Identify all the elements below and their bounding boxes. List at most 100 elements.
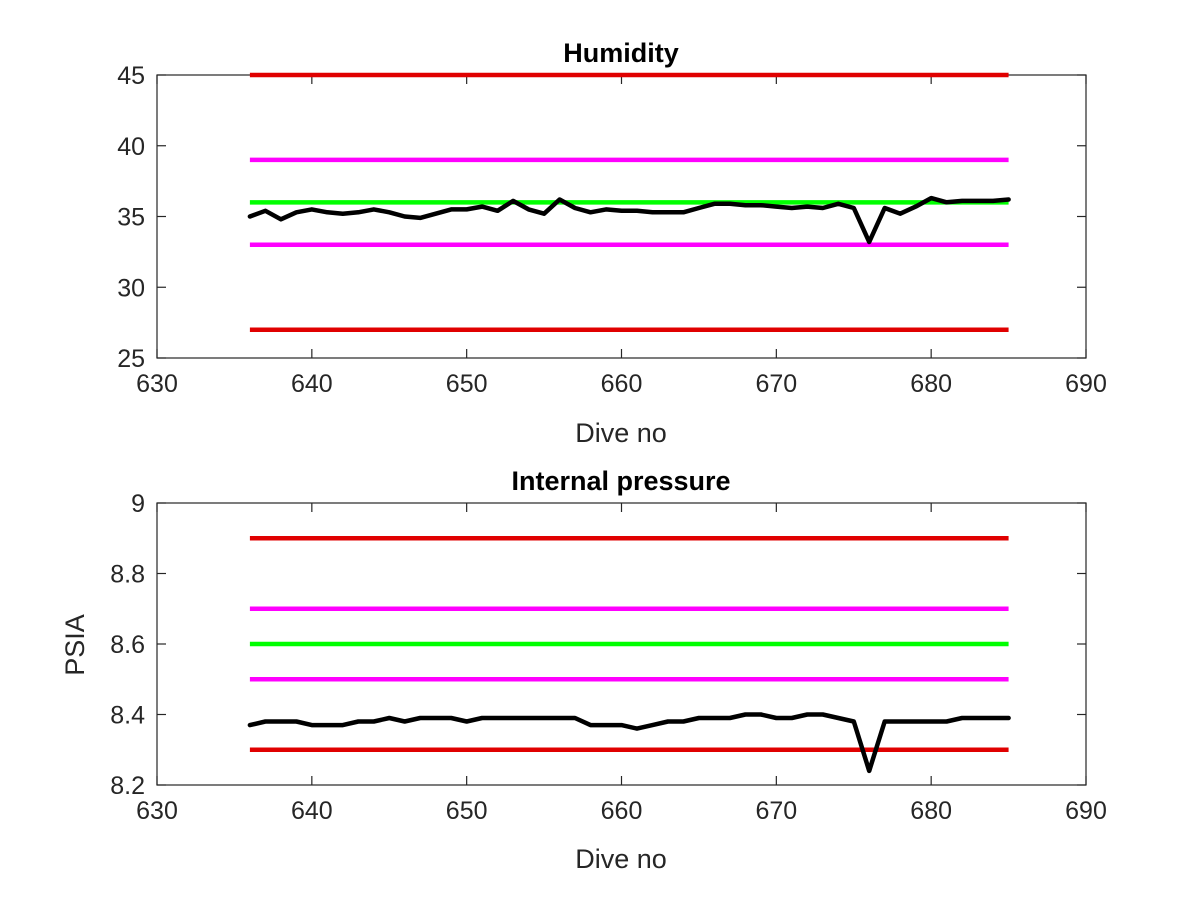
humidity-data-point (790, 206, 794, 210)
pressure-data-point (480, 716, 484, 720)
pressure-data-point (929, 719, 933, 724)
humidity-data-point (635, 209, 639, 213)
humidity-data-point (341, 212, 345, 216)
humidity-data-point (542, 212, 546, 216)
humidity-data-point (449, 207, 453, 212)
pressure-data-point (542, 716, 546, 720)
humidity-xtick-label: 680 (910, 370, 952, 398)
humidity-data-point (743, 203, 747, 207)
humidity-xlabel: Dive no (575, 418, 667, 448)
humidity-data-point (480, 204, 484, 209)
pressure-data-point (511, 716, 515, 720)
humidity-data-point (434, 212, 438, 216)
humidity-data-point (279, 217, 283, 221)
humidity-panel: Humidity 630 640 650 660 670 680 690 25 30 35 40 45… (117, 38, 1107, 448)
pressure-data-point (588, 723, 593, 727)
humidity-data-point (666, 210, 670, 214)
humidity-data-point (1006, 197, 1011, 202)
pressure-xtick-label: 690 (1065, 797, 1107, 825)
humidity-data-point (511, 199, 515, 203)
pressure-data-point (867, 769, 871, 773)
pressure-data-point (418, 716, 422, 720)
humidity-axes: 630 640 650 660 670 680 690 25 30 35 40 45 (117, 62, 1107, 398)
pressure-xtick-label: 640 (291, 797, 333, 825)
humidity-xtick-label: 640 (291, 370, 333, 398)
pressure-xlabel: Dive no (575, 844, 667, 874)
pressure-data-point (248, 723, 252, 727)
humidity-data-point (914, 204, 918, 209)
pressure-xtick-label: 660 (601, 797, 643, 825)
humidity-ytick-label: 25 (117, 345, 145, 373)
pressure-data-point (821, 712, 825, 717)
pressure-data-point (790, 716, 794, 720)
humidity-data-point (496, 209, 500, 213)
pressure-data-point (372, 719, 376, 724)
humidity-data-point (821, 206, 825, 210)
pressure-xtick-label: 630 (136, 797, 178, 825)
pressure-data-point (527, 716, 531, 720)
pressure-data-point (759, 712, 763, 717)
pressure-data-point (836, 716, 840, 720)
humidity-data-point (418, 216, 422, 220)
humidity-data-point (588, 210, 593, 214)
humidity-data-point (991, 199, 995, 203)
pressure-data-point (434, 716, 438, 720)
pressure-data-point (945, 719, 949, 724)
humidity-data-point (263, 209, 267, 213)
humidity-data-point (697, 206, 701, 210)
humidity-series-line (247, 195, 1011, 245)
humidity-data-point (310, 207, 314, 212)
pressure-data-point (465, 719, 469, 724)
humidity-xtick-label: 650 (446, 370, 488, 398)
pressure-data-point (805, 712, 809, 717)
humidity-data-point (945, 200, 949, 204)
humidity-data-point (527, 207, 531, 212)
pressure-panel: Internal pressure 630 640 650 660 670 680 690 8… (60, 466, 1107, 874)
humidity-data-point (960, 199, 964, 203)
humidity-data-point (325, 210, 329, 214)
pressure-data-point (356, 719, 360, 724)
humidity-data-point (387, 210, 391, 214)
pressure-ytick-label: 8.6 (110, 631, 145, 659)
humidity-data-point (681, 210, 686, 214)
pressure-data-point (712, 716, 717, 720)
pressure-data-point (279, 719, 283, 724)
pressure-data-point (294, 719, 298, 724)
humidity-data-point (248, 214, 252, 219)
pressure-data-point (1006, 716, 1011, 720)
pressure-data-point (635, 727, 639, 731)
pressure-title: Internal pressure (511, 466, 730, 496)
pressure-data-point (898, 719, 902, 724)
pressure-data-point (496, 716, 500, 720)
humidity-ytick-label: 35 (117, 204, 145, 232)
humidity-data-point (619, 209, 624, 213)
humidity-data-point (898, 212, 902, 216)
pressure-data-point (960, 716, 964, 720)
pressure-data-point (976, 716, 980, 720)
pressure-data-point (991, 716, 995, 720)
pressure-data-point (774, 716, 778, 720)
pressure-ytick-label: 8.2 (110, 772, 145, 800)
humidity-data-point (836, 202, 840, 206)
humidity-data-point (774, 204, 778, 209)
humidity-ytick-label: 40 (117, 133, 145, 161)
humidity-data-point (867, 240, 871, 244)
humidity-data-point (372, 207, 376, 212)
humidity-data-point (929, 196, 933, 200)
humidity-data-point (883, 206, 887, 210)
pressure-data-point (449, 716, 453, 720)
pressure-data-point (681, 719, 686, 724)
pressure-data-point (650, 723, 655, 727)
humidity-data-point (852, 206, 856, 210)
humidity-ytick-label: 30 (117, 274, 145, 302)
pressure-data-point (604, 723, 608, 727)
pressure-data-point (263, 719, 267, 724)
humidity-data-point (712, 202, 717, 206)
humidity-axes-box (156, 74, 1087, 359)
pressure-data-point (743, 712, 747, 717)
pressure-data-point (619, 723, 624, 727)
pressure-ylabel: PSIA (60, 614, 90, 676)
pressure-ytick-label: 8.8 (110, 561, 145, 589)
humidity-data-point (465, 207, 469, 212)
